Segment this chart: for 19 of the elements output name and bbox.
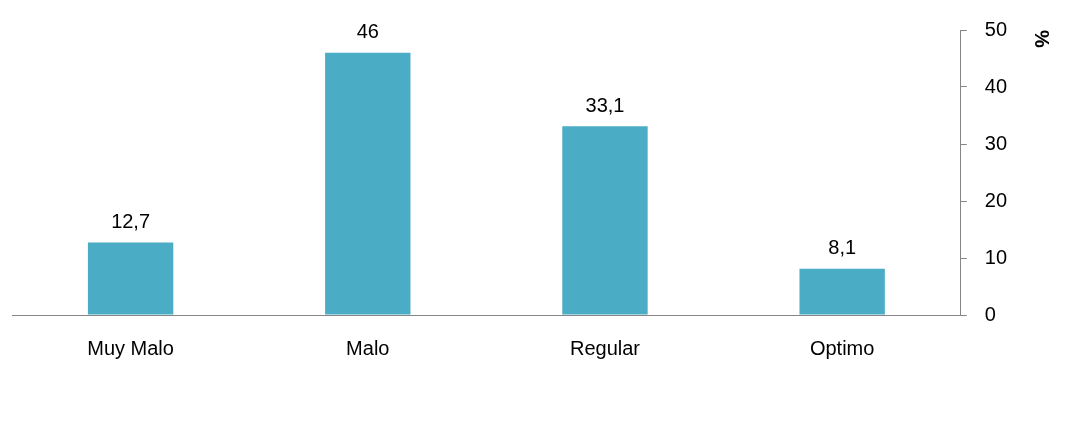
data-label: 46 bbox=[356, 20, 379, 43]
y-tick-label: 10 bbox=[984, 245, 1007, 268]
bar bbox=[325, 52, 411, 315]
x-tick-label: Regular bbox=[569, 336, 641, 359]
data-label: 33,1 bbox=[585, 93, 625, 116]
bar bbox=[87, 242, 174, 315]
bar bbox=[562, 126, 648, 315]
bar bbox=[799, 268, 885, 315]
y-tick-label: 30 bbox=[984, 131, 1007, 154]
y-axis-title: % bbox=[1031, 30, 1054, 48]
data-label: 8,1 bbox=[828, 236, 857, 259]
x-tick-label: Muy Malo bbox=[87, 336, 174, 359]
x-tick-label: Optimo bbox=[809, 336, 875, 359]
y-tick-label: 0 bbox=[984, 302, 996, 325]
y-tick-label: 50 bbox=[984, 17, 1007, 40]
y-tick-label: 40 bbox=[984, 74, 1007, 97]
x-tick-label: Malo bbox=[346, 336, 390, 359]
data-label: 12,7 bbox=[111, 210, 151, 233]
y-tick-label: 20 bbox=[984, 188, 1007, 211]
